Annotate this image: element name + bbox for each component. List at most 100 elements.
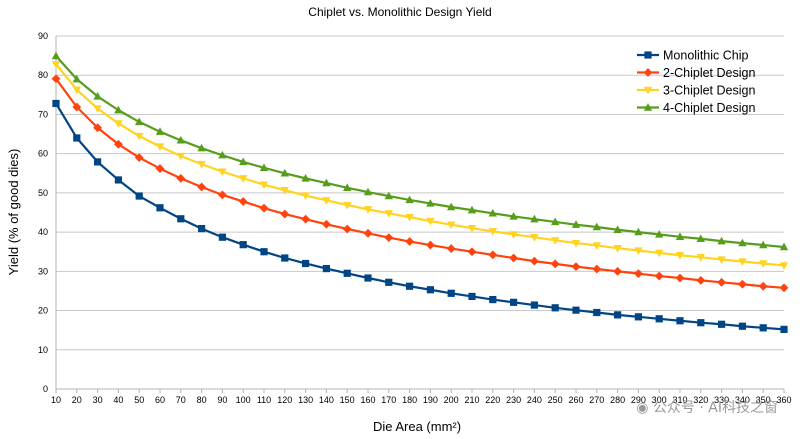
x-tick-label: 100 [236,395,251,405]
data-point [634,313,642,321]
data-point [114,105,123,114]
data-point [426,199,435,207]
data-point [738,322,746,330]
x-tick-label: 340 [735,395,750,405]
data-point [114,176,122,184]
data-point [135,132,144,141]
data-point [238,197,248,206]
y-tick-label: 0 [43,384,48,394]
data-point [779,262,789,270]
data-point [697,319,705,327]
legend-marker [643,68,653,77]
data-point [613,244,622,253]
data-point [634,269,643,279]
legend-label: Monolithic Chip [663,49,749,63]
x-tick-label: 110 [257,395,271,405]
data-point [93,105,102,113]
data-point [696,254,705,262]
legend-marker [643,103,653,111]
x-tick-label: 50 [134,395,144,405]
y-tick-label: 90 [38,31,48,41]
chart-title: Chiplet vs. Monolithic Design Yield [308,5,491,19]
y-tick-label: 50 [38,188,48,198]
y-tick-labels: 0 10 20 30 40 50 60 70 80 90 [38,31,48,394]
watermark: ◉ 公众号 · AI科技之窗 [636,397,778,417]
data-point [322,219,331,229]
data-point [322,197,331,205]
data-point [654,271,664,281]
data-point [155,127,165,135]
x-tick-label: 150 [340,395,355,405]
data-point [218,233,226,241]
data-point [759,240,768,249]
legend-item: 3-Chiplet Design [637,84,755,98]
x-tick-label: 200 [444,395,459,405]
x-tick-label: 290 [631,395,646,405]
data-point [655,315,663,323]
data-point [530,214,539,223]
x-tick-label: 310 [672,395,687,405]
data-point [717,256,726,264]
series-line [55,63,785,267]
data-point [509,212,518,220]
series-line [55,55,785,249]
data-point [467,205,477,214]
y-tick-label: 70 [38,109,48,119]
data-point [426,217,435,226]
x-tick-label: 170 [381,395,396,405]
x-tick-label: 350 [756,395,771,405]
x-tick-label: 190 [423,395,438,405]
data-point [239,157,248,166]
x-tick-label: 250 [548,395,563,405]
data-point [134,153,144,162]
series-1 [52,99,788,333]
data-point [405,214,414,222]
data-point [759,324,767,332]
series-3 [51,61,789,270]
data-point [655,230,664,238]
data-point [613,225,622,233]
data-point [218,150,227,159]
data-point [447,202,456,211]
data-point [72,86,81,95]
legend-item: 2-Chiplet Design [637,66,755,80]
data-point [447,221,456,230]
data-point [301,192,310,201]
data-point [155,164,165,173]
legend-label: 4-Chiplet Design [663,101,755,115]
data-point [280,186,289,195]
data-point [197,182,206,192]
data-point [198,224,206,233]
data-point [489,295,497,304]
y-tick-label: 10 [38,345,48,355]
data-point [259,163,269,171]
data-point [343,201,352,210]
data-point [218,190,227,200]
x-tick-label: 180 [402,395,417,405]
data-point [72,102,82,112]
data-point [384,233,394,243]
data-point [322,178,331,187]
data-point [72,74,81,83]
x-tick-label: 40 [113,395,123,405]
series-4 [51,51,789,251]
data-point [51,61,61,69]
data-point [696,275,706,285]
data-point [135,192,143,200]
x-tick-label: 60 [155,395,165,405]
data-point [488,250,498,260]
data-point [530,301,538,309]
data-point [301,173,310,182]
data-point [467,224,477,233]
data-point [592,222,601,231]
data-point [675,252,685,260]
data-point [426,286,434,294]
data-point [488,228,497,236]
data-point [634,247,643,255]
data-point [738,279,747,289]
y-tick-label: 30 [38,266,48,276]
data-point [571,239,581,248]
data-point [717,236,726,245]
data-point [364,274,372,282]
x-tick-label: 30 [93,395,103,405]
